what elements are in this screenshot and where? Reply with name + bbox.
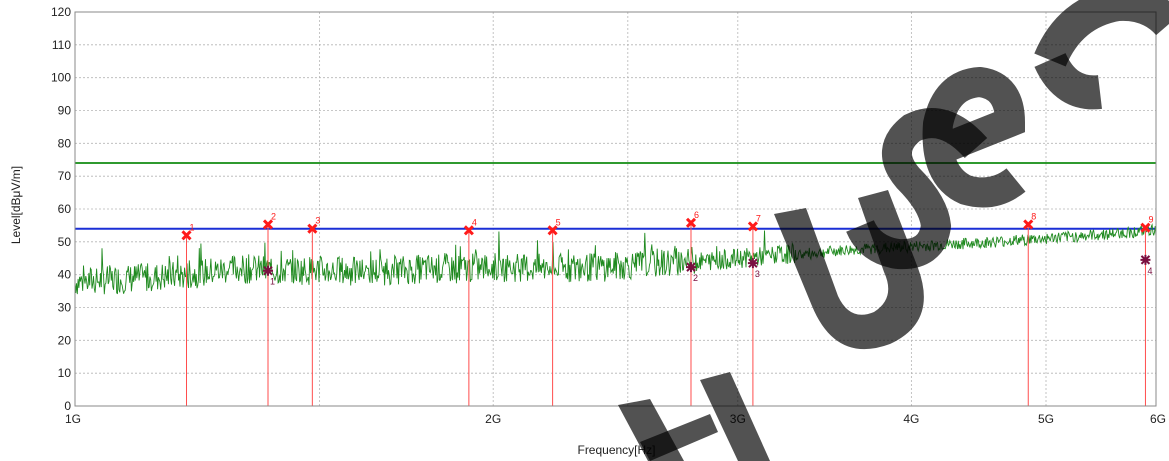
x-tick-label: 5G: [1038, 412, 1054, 426]
peak-marker: [463, 225, 474, 236]
y-tick-labels: 0 10 20 30 40 50 60 70 80 90 100 110 120: [51, 5, 71, 413]
peak-marker-label: 7: [756, 213, 761, 223]
x-tick-label: 2G: [485, 412, 501, 426]
x-tick-label: 1G: [65, 412, 81, 426]
peak-marker: [747, 221, 758, 232]
peak-marker: [1023, 219, 1034, 230]
y-tick-label: 80: [58, 136, 72, 150]
trace-group: [74, 223, 1157, 295]
peak-marker: [307, 223, 318, 234]
y-tick-label: 40: [58, 268, 72, 282]
y-axis-title: Level[dBμV/m]: [9, 166, 23, 244]
peak-marker-label: 4: [472, 217, 477, 227]
average-marker: [685, 262, 696, 273]
peak-marker-label: 8: [1031, 211, 1036, 221]
average-marker-label: 2: [693, 273, 698, 283]
y-tick-label: 120: [51, 5, 71, 19]
peak-marker-label: 1: [190, 222, 195, 232]
peak-marker-label: 5: [556, 217, 561, 227]
x-tick-label: 3G: [730, 412, 746, 426]
average-marker: [263, 265, 274, 276]
average-marker-label: 3: [755, 269, 760, 279]
average-marker-label: 1: [270, 277, 275, 287]
limit-lines: [75, 162, 1156, 230]
y-tick-label: 70: [58, 169, 72, 183]
peak-marker-label: 6: [694, 210, 699, 220]
peak-marker: [547, 225, 558, 236]
x-axis-title: Frequency[Hz]: [577, 443, 655, 457]
y-tick-label: 100: [51, 71, 71, 85]
peak-marker: [1140, 222, 1151, 233]
marker-group: 1 2 3 4 5 6 7 8 9 1 2 3 4: [181, 210, 1153, 406]
average-marker: [1140, 254, 1151, 265]
x-tick-label: 4G: [903, 412, 919, 426]
peak-marker-label: 9: [1148, 215, 1153, 225]
y-tick-label: 90: [58, 104, 72, 118]
peak-marker-label: 2: [271, 211, 276, 221]
x-tick-labels: 1G 2G 3G 4G 5G 6G: [65, 412, 1166, 426]
y-tick-label: 110: [52, 38, 71, 52]
plot-frame: [74, 11, 1157, 407]
average-marker: [747, 258, 758, 269]
y-tick-label: 20: [58, 333, 72, 347]
y-tick-label: 0: [64, 399, 71, 413]
peak-marker-label: 3: [315, 216, 320, 226]
peak-marker: [262, 219, 274, 230]
y-tick-label: 10: [58, 366, 72, 380]
measurement-trace: [74, 223, 1157, 295]
y-tick-label: 50: [58, 235, 72, 249]
y-tick-label: 60: [58, 202, 72, 216]
average-marker-label: 4: [1147, 266, 1152, 276]
y-tick-label: 30: [58, 301, 72, 315]
x-tick-label: 6G: [1150, 412, 1166, 426]
peak-marker: [685, 217, 697, 228]
plot-grid: [74, 11, 1157, 407]
peak-marker: [181, 230, 192, 241]
